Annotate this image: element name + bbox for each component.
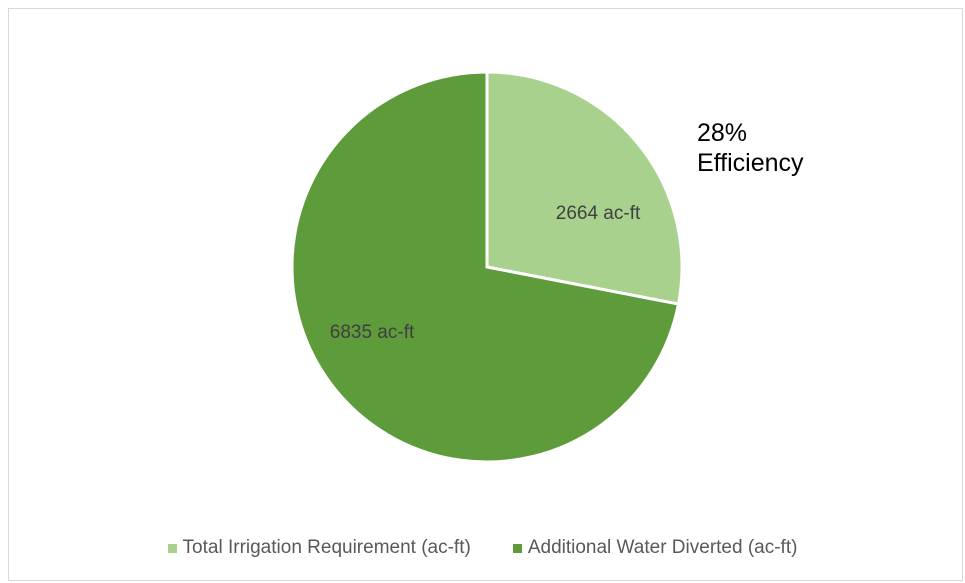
efficiency-percent: 28% [697, 119, 748, 147]
pie-slice-irrigation-requirement [485, 70, 684, 306]
legend-item-irrigation-requirement: Total Irrigation Requirement (ac-ft) [167, 537, 471, 559]
legend-label-irrigation-requirement: Total Irrigation Requirement (ac-ft) [182, 537, 471, 558]
efficiency-label: Efficiency [697, 149, 804, 177]
pie-slice-additional-water [290, 70, 681, 464]
legend: Total Irrigation Requirement (ac-ft) Add… [0, 537, 965, 559]
data-label-additional-water: 6835 ac-ft [330, 322, 415, 343]
legend-swatch-additional-water [512, 543, 522, 553]
legend-item-additional-water: Additional Water Diverted (ac-ft) [512, 537, 798, 559]
legend-swatch-irrigation-requirement [167, 543, 177, 553]
data-label-irrigation-requirement: 2664 ac-ft [556, 203, 641, 224]
efficiency-annotation: 28% Efficiency [697, 118, 804, 178]
legend-label-additional-water: Additional Water Diverted (ac-ft) [527, 537, 798, 558]
